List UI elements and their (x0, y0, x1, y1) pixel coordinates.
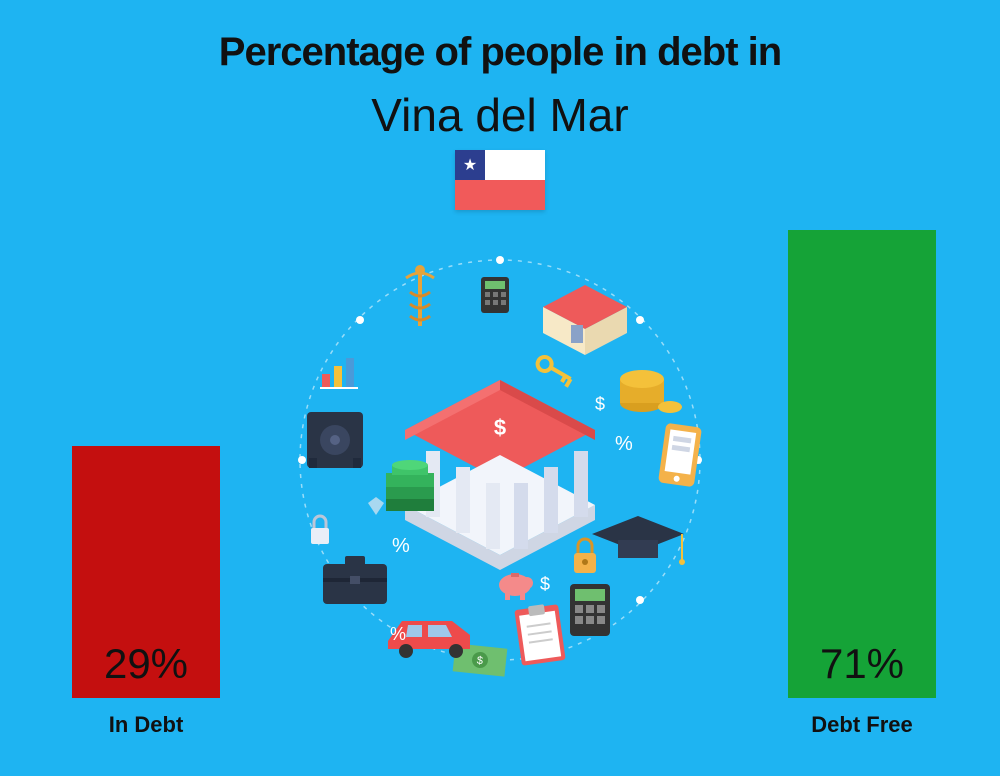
flag-star-icon: ★ (463, 155, 477, 175)
bar-value: 29% (72, 640, 220, 688)
percent-icon: % (392, 535, 410, 557)
bar-rect: 29% (72, 446, 220, 698)
title-main: Percentage of people in debt in (0, 30, 1000, 75)
svg-text:$: $ (494, 415, 506, 440)
graduation-cap-icon (592, 516, 685, 565)
flag-stripe-red (455, 180, 545, 210)
caduceus-icon (406, 265, 434, 326)
smartphone-icon (658, 423, 702, 487)
key-icon (534, 354, 574, 386)
piggy-bank-icon (499, 573, 533, 600)
dollar-icon: $ (595, 394, 605, 414)
svg-text:$: $ (476, 655, 483, 668)
title-sub: Vina del Mar (0, 88, 1000, 142)
calculator-icon (570, 584, 610, 636)
calculator-small-icon (481, 277, 509, 313)
bar-rect: 71% (788, 230, 936, 698)
money-stack-icon (386, 460, 434, 511)
padlock-gold-icon (574, 539, 596, 573)
padlock-small-icon (311, 516, 329, 544)
bar-debt-free: 71% Debt Free (788, 230, 936, 698)
finance-illustration: $ (280, 240, 720, 680)
clipboard-icon (514, 602, 566, 666)
flag-chile: ★ (455, 150, 545, 210)
bar-in-debt: 29% In Debt (72, 446, 220, 698)
bar-label: In Debt (109, 712, 184, 738)
diamond-icon (368, 497, 384, 515)
percent-icon: % (615, 433, 633, 455)
coins-icon (620, 370, 682, 413)
flag-canton: ★ (455, 150, 485, 180)
percent-icon: % (390, 624, 406, 644)
bar-value: 71% (788, 640, 936, 688)
dollar-icon: $ (540, 574, 550, 594)
safe-icon (307, 412, 363, 468)
flag-stripe-white (485, 150, 545, 180)
bar-label: Debt Free (811, 712, 912, 738)
briefcase-icon (323, 556, 387, 604)
